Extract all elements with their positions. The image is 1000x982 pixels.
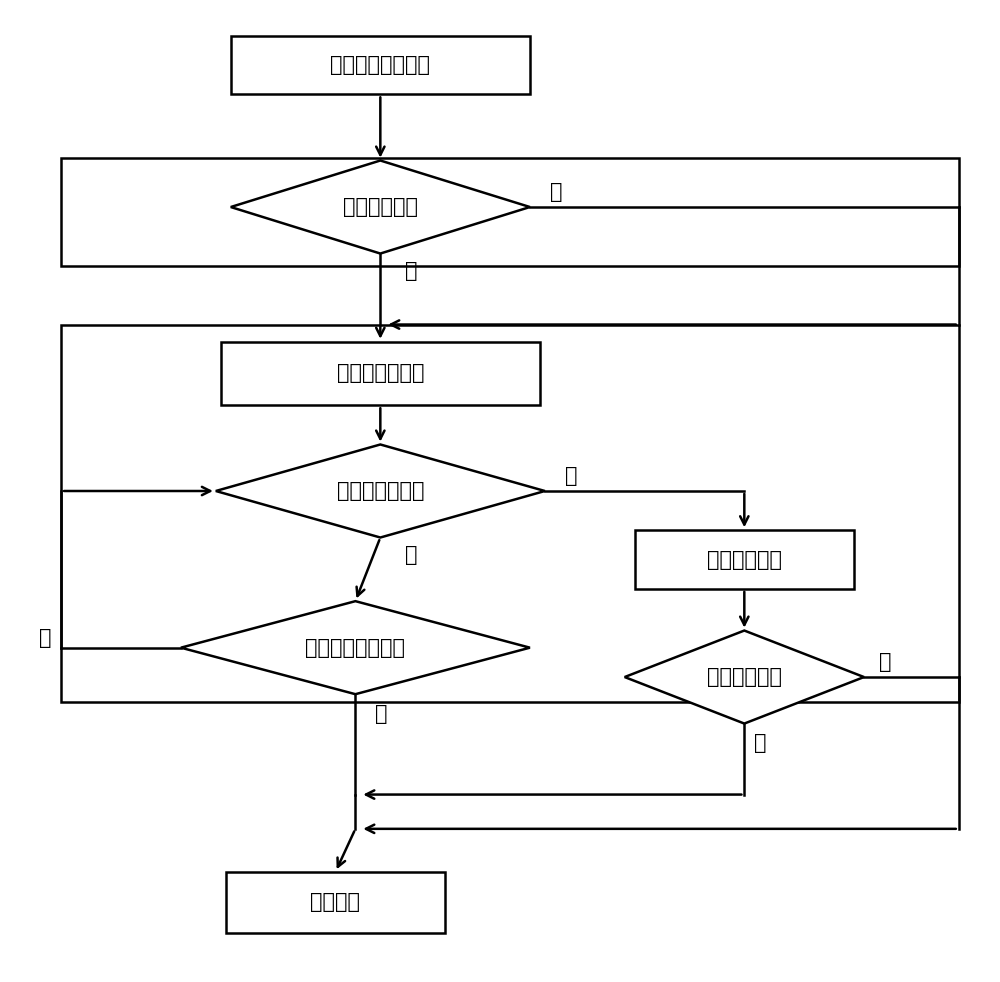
Text: 是: 是 xyxy=(754,734,767,753)
Polygon shape xyxy=(231,160,530,253)
Text: 压力信号采集步骤: 压力信号采集步骤 xyxy=(330,55,430,75)
Polygon shape xyxy=(181,601,530,694)
Text: 否: 否 xyxy=(405,261,418,281)
Text: 均值判断步骤: 均值判断步骤 xyxy=(707,667,782,687)
Polygon shape xyxy=(625,630,864,724)
Text: 否: 否 xyxy=(879,652,891,673)
Text: 压力差计算步骤: 压力差计算步骤 xyxy=(337,363,424,384)
Text: 否: 否 xyxy=(405,545,418,565)
FancyBboxPatch shape xyxy=(221,342,540,406)
Text: 峰值判断步骤: 峰值判断步骤 xyxy=(343,197,418,217)
FancyBboxPatch shape xyxy=(226,872,445,933)
Text: 否: 否 xyxy=(39,627,51,648)
Text: 是: 是 xyxy=(375,704,388,724)
Text: 均值计算步骤: 均值计算步骤 xyxy=(707,550,782,570)
FancyBboxPatch shape xyxy=(231,35,530,94)
Text: 是: 是 xyxy=(550,183,562,202)
FancyBboxPatch shape xyxy=(635,530,854,589)
Polygon shape xyxy=(216,445,545,537)
Text: 压力差判断步骤: 压力差判断步骤 xyxy=(337,481,424,501)
Text: 压力下降判断步骤: 压力下降判断步骤 xyxy=(305,637,405,658)
Text: 报警步骤: 报警步骤 xyxy=(310,893,360,912)
Text: 是: 是 xyxy=(565,466,577,486)
